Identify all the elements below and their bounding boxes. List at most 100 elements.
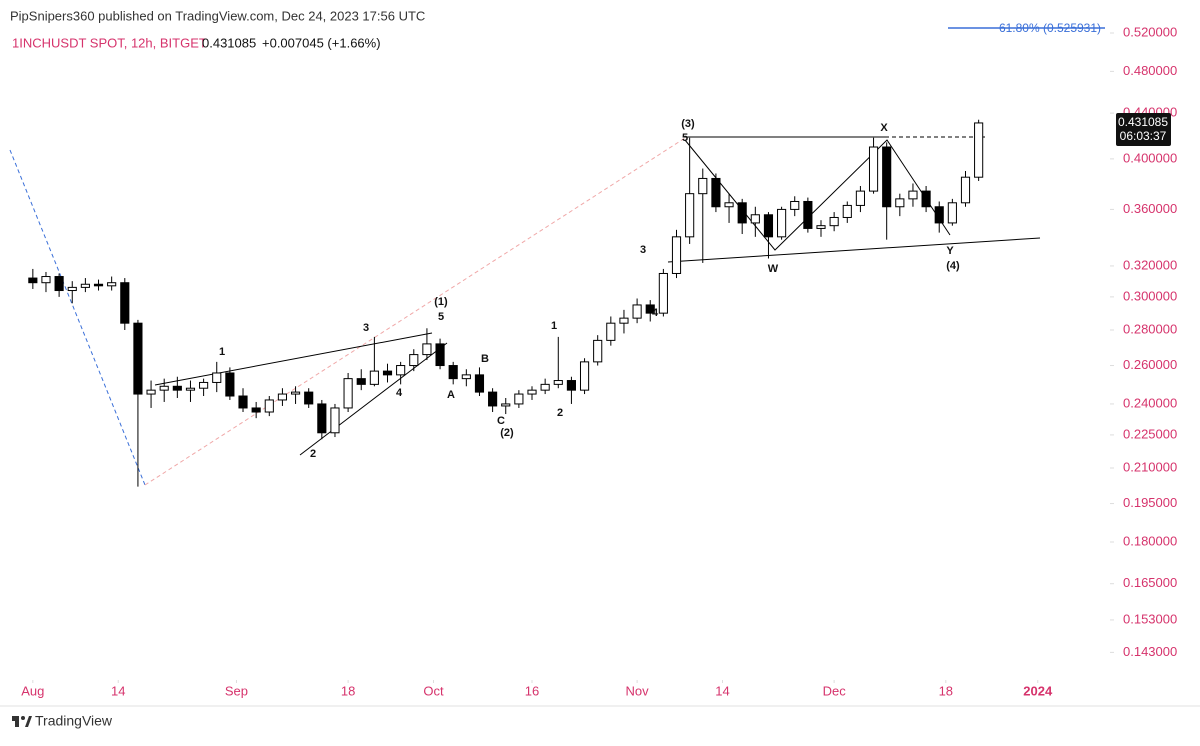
y-tick-label: 0.195000 — [1123, 495, 1177, 510]
candle-body — [146, 389, 156, 395]
candle-body — [960, 176, 971, 204]
candle-body — [461, 374, 471, 380]
candle-body — [763, 214, 774, 238]
drawings — [9, 27, 1105, 486]
candle-body — [724, 202, 734, 208]
y-tick-label: 0.210000 — [1123, 459, 1177, 474]
candle-body — [606, 322, 616, 341]
candle-body — [842, 204, 852, 218]
wave-label: Y — [946, 245, 954, 257]
wave-label: 4 — [652, 307, 659, 319]
wave-label: X — [880, 122, 888, 134]
candle-body — [579, 361, 590, 391]
wave-label: 2 — [557, 407, 563, 419]
price-change: +0.007045 (+1.66%) — [262, 35, 381, 50]
candle-body — [474, 374, 485, 393]
x-tick-label: Sep — [225, 683, 248, 698]
fib-label: 61.80% (0.525931) — [999, 21, 1101, 35]
wave-label: 4 — [396, 387, 403, 399]
wave-label: 1 — [551, 320, 557, 332]
candle-body — [527, 389, 537, 395]
candle-body — [356, 378, 366, 385]
wave-label: B — [481, 353, 489, 365]
x-tick-label: 18 — [939, 683, 953, 698]
candle-body — [159, 385, 169, 391]
candle-body — [435, 343, 445, 367]
candle-body — [212, 372, 222, 383]
symbol: 1INCHUSDT SPOT, 12h, BITGET — [12, 35, 207, 50]
candle-body — [409, 354, 419, 367]
y-tick-label: 0.300000 — [1123, 288, 1177, 303]
candle-body — [225, 372, 235, 397]
wave-label: C — [497, 415, 505, 427]
candle-body — [882, 146, 892, 208]
trendline — [299, 342, 448, 456]
candle-body — [304, 391, 314, 405]
candle-body — [238, 395, 248, 409]
x-tick-label: 14 — [111, 683, 125, 698]
x-tick-label: Dec — [823, 683, 847, 698]
candle-body — [934, 206, 944, 224]
wave-label: 5 — [438, 311, 444, 323]
wave-label: 1 — [219, 346, 225, 358]
candle-body — [593, 339, 603, 363]
y-tick-label: 0.320000 — [1123, 257, 1177, 272]
fib-trend — [144, 137, 686, 486]
y-tick-label: 0.143000 — [1123, 644, 1177, 659]
zigzag — [684, 139, 951, 251]
y-tick-label: 0.240000 — [1123, 395, 1177, 410]
candle-body — [67, 286, 77, 292]
trendline — [667, 237, 1041, 263]
candle-body — [80, 283, 90, 288]
wave-label: 2 — [310, 448, 316, 460]
y-tick-label: 0.180000 — [1123, 533, 1177, 548]
y-tick-label: 0.260000 — [1123, 357, 1177, 372]
candle-body — [868, 146, 879, 192]
candle-body — [199, 381, 209, 389]
candle-body — [488, 391, 498, 407]
wave-label: (2) — [500, 427, 514, 439]
wave-label: 3 — [363, 322, 369, 334]
x-tick-label: Aug — [21, 683, 44, 698]
candle-body — [947, 202, 957, 224]
candle-body — [553, 380, 563, 385]
y-tick-label: 0.480000 — [1123, 63, 1177, 78]
y-tick-label: 0.225000 — [1123, 426, 1177, 441]
candle-body — [448, 365, 458, 380]
candle-body — [816, 225, 826, 229]
candle-body — [382, 370, 393, 376]
candle-body — [422, 343, 432, 356]
candle-body — [921, 190, 931, 208]
x-tick-label: Oct — [423, 683, 444, 698]
candle-body — [120, 282, 130, 324]
price: 0.431085 — [202, 35, 256, 50]
candle-body — [107, 282, 117, 287]
candle-body — [658, 272, 668, 314]
wave-label: 5 — [682, 132, 688, 144]
candle-body — [671, 236, 682, 274]
candle-body — [93, 283, 104, 287]
candle-body — [698, 177, 708, 195]
candle-body — [645, 304, 655, 314]
candle-body — [908, 190, 918, 200]
candles — [28, 119, 984, 487]
candle-body — [290, 391, 301, 395]
wave-label: (1) — [434, 296, 448, 308]
candle-body — [974, 122, 984, 178]
countdown: 06:03:37 — [1120, 129, 1167, 143]
candle-body — [277, 393, 287, 401]
candle-body — [790, 200, 800, 210]
candle-body — [185, 387, 196, 391]
wave-label: A — [447, 389, 455, 401]
x-tick-label: 16 — [525, 683, 539, 698]
y-tick-label: 0.400000 — [1123, 150, 1177, 165]
axes: 0.5200000.4800000.4400000.4000000.360000… — [21, 24, 1177, 698]
y-tick-label: 0.165000 — [1123, 575, 1177, 590]
y-tick-label: 0.360000 — [1123, 201, 1177, 216]
candle-body — [172, 385, 182, 391]
candle-body — [369, 370, 379, 385]
candle-body — [343, 378, 353, 409]
last-price: 0.431085 — [1118, 115, 1168, 129]
candle-body — [514, 393, 524, 405]
